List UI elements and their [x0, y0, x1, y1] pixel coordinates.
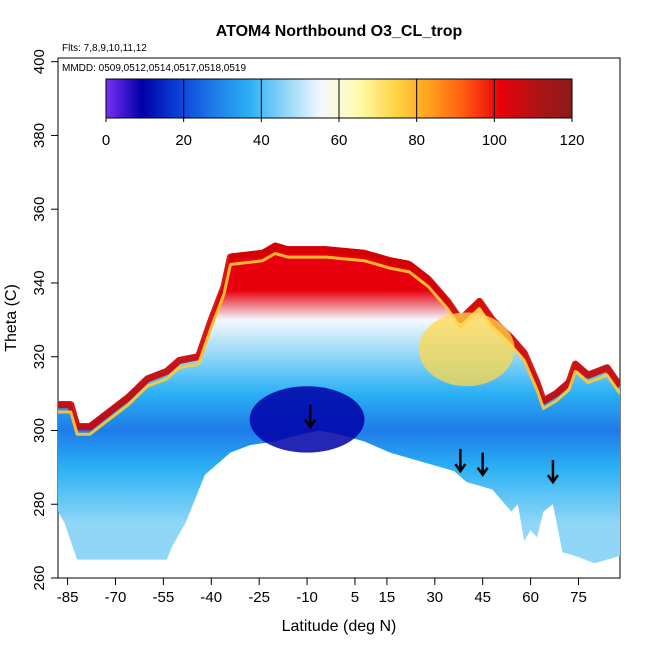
curtain-layer: [58, 242, 620, 564]
x-tick-label: -10: [296, 589, 318, 606]
x-tick-label: -55: [153, 589, 175, 606]
y-tick-label: 260: [31, 565, 48, 590]
arrow-marker-head: [546, 474, 559, 485]
x-tick-label: -25: [248, 589, 270, 606]
high-ozone-region: [418, 312, 515, 387]
x-tick-label: 45: [474, 589, 491, 606]
colorbar-tick-label: 20: [175, 132, 192, 149]
y-tick-label: 320: [31, 344, 48, 369]
x-axis-label: Latitude (deg N): [282, 618, 397, 635]
arrow-marker-head: [476, 467, 489, 477]
colorbar: 0 20 40 60 80 100 120: [102, 78, 585, 149]
colorbar-tick-label: 60: [331, 132, 348, 149]
x-tick-label: 75: [570, 589, 587, 606]
colorbar-tick-label: 120: [559, 132, 584, 149]
y-tick-label: 380: [31, 123, 48, 148]
y-tick-label: 400: [31, 49, 48, 74]
stratospheric-edge-inner: [58, 252, 620, 436]
y-tick-label: 360: [31, 197, 48, 222]
x-tick-label: 30: [426, 589, 443, 606]
y-axis: 260 280 300 320 340 360 380 400: [31, 49, 58, 591]
arrow-marker-head: [304, 419, 317, 429]
x-tick-label: 60: [522, 589, 539, 606]
colorbar-tick-label: 0: [102, 132, 110, 149]
x-tick-label: -40: [200, 589, 222, 606]
x-tick-label: 15: [379, 589, 396, 606]
x-tick-label: -70: [105, 589, 127, 606]
colorbar-tick-label: 40: [253, 132, 270, 149]
x-tick-label: 5: [351, 589, 359, 606]
x-axis: -85 -70 -55 -40 -25 -10 5 15 30 45 60 75: [57, 578, 587, 606]
plot-frame: [57, 57, 621, 579]
stratospheric-edge: [58, 242, 620, 431]
colorbar-tick-label: 100: [482, 132, 507, 149]
arrow-markers: [304, 404, 559, 485]
x-tick-label: -85: [57, 589, 79, 606]
y-axis-label: Theta (C): [3, 284, 20, 352]
colorbar-tick-label: 80: [408, 132, 425, 149]
y-tick-label: 340: [31, 270, 48, 295]
y-tick-label: 280: [31, 492, 48, 517]
y-tick-label: 300: [31, 418, 48, 443]
chart-title: ATOM4 Northbound O3_CL_trop: [216, 23, 463, 40]
dates-note: MMDD: 0509,0512,0514,0517,0518,0519: [62, 63, 246, 74]
arrow-marker-head: [454, 463, 467, 474]
low-ozone-region: [249, 386, 365, 453]
flights-note: Flts: 7,8,9,10,11,12: [62, 43, 147, 54]
